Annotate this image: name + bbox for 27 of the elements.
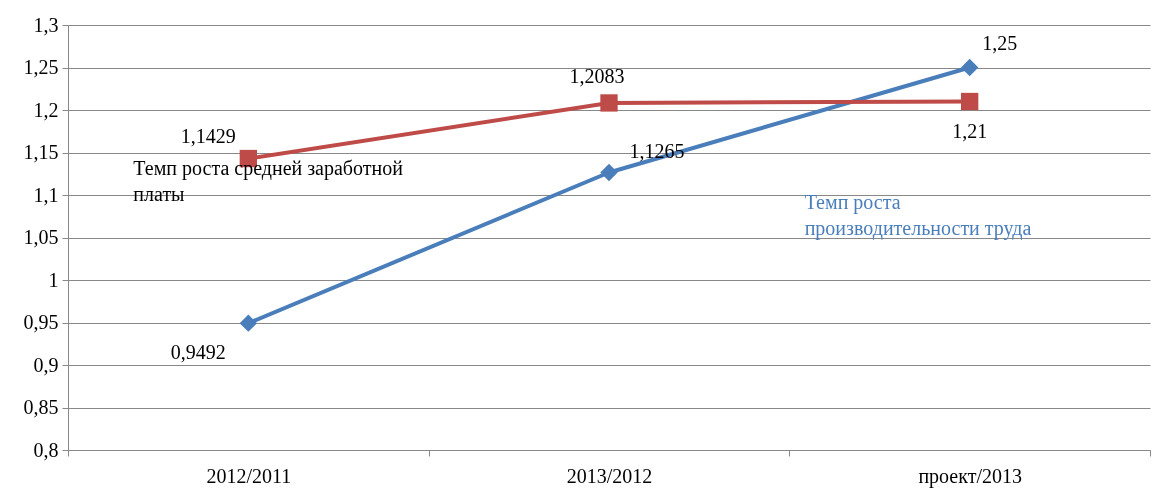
- y-tick-label: 1,2: [33, 98, 59, 121]
- y-tick-label: 1,15: [23, 141, 59, 163]
- text: Темп роста производительности труда: [804, 190, 1032, 240]
- data-label: 0,9492: [170, 341, 226, 364]
- y-tick-label: 1,3: [33, 13, 59, 36]
- x-tick-label: 2013/2012: [566, 464, 653, 487]
- y-tick-label: 0,85: [23, 396, 59, 418]
- point: [239, 314, 257, 332]
- series-label: Темп роста средней заработной платы: [133, 156, 404, 205]
- data-label: 1,1429: [180, 124, 236, 147]
- y-tick-label: 0,95: [23, 311, 59, 333]
- x-tick-label: проект/2013: [918, 464, 1022, 488]
- y-tick-label: 1,25: [23, 56, 59, 78]
- x-tick-label: 2012/2011: [206, 464, 292, 487]
- point: [961, 92, 979, 111]
- data-label: 1,25: [982, 31, 1018, 54]
- data-label: 1,2083: [569, 64, 625, 87]
- y-tick-label: 1: [48, 268, 59, 291]
- y-tick-label: 0,8: [33, 438, 59, 461]
- y-tick-label: 0,9: [33, 353, 59, 376]
- data-label: 1,21: [952, 119, 988, 142]
- y-tick-label: 1,1: [33, 183, 59, 206]
- y-tick-label: 1,05: [23, 226, 59, 248]
- data-label: 1,1265: [629, 140, 685, 163]
- point: [600, 163, 618, 182]
- point: [961, 58, 979, 77]
- point: [600, 94, 618, 112]
